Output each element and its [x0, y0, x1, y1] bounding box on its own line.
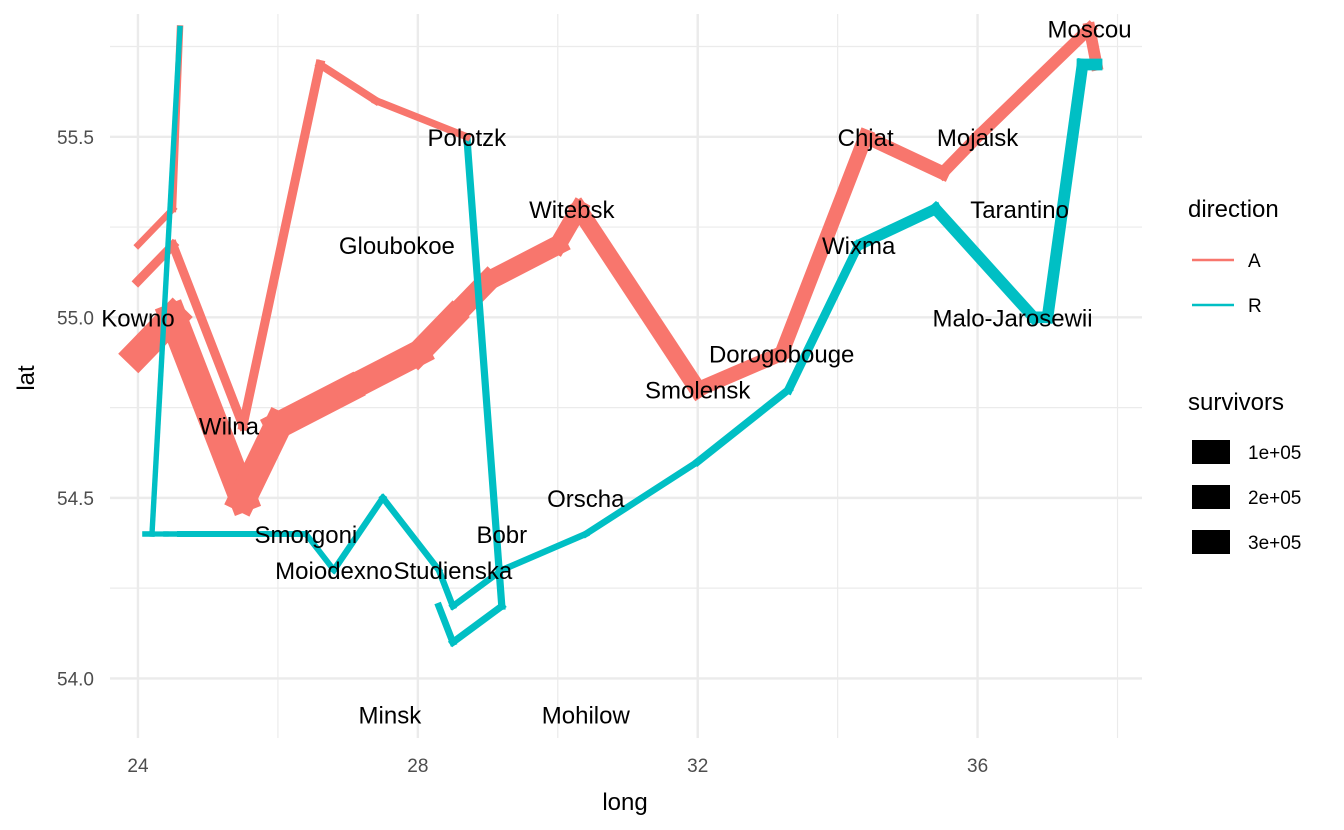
y-tick-label: 55.5: [57, 128, 94, 149]
x-axis-title: long: [602, 789, 647, 816]
path-segment: [314, 59, 382, 106]
path-segment: [782, 239, 865, 396]
path-segment: [856, 127, 952, 182]
city-label: Malo-Jarosewii: [933, 305, 1093, 332]
city-label: Polotzk: [427, 125, 507, 152]
path-segment: [371, 95, 472, 142]
path-segment: [1040, 57, 1090, 324]
path-segment: [301, 529, 338, 575]
legend-direction-title: direction: [1188, 196, 1279, 223]
army-paths: [118, 20, 1104, 648]
path-segment: [149, 25, 183, 537]
legend-survivors: survivors 1e+05 2e+05 3e+05: [1188, 389, 1301, 554]
x-tick-label: 28: [407, 756, 428, 777]
legend-size-label-2: 2e+05: [1248, 488, 1301, 509]
y-axis-title: lat: [13, 365, 40, 391]
path-segment: [154, 299, 262, 516]
city-label: Minsk: [359, 703, 423, 730]
path-segment: [237, 59, 326, 432]
legend-label-a: A: [1248, 251, 1261, 272]
path-segment: [434, 565, 457, 611]
city-label: Wilna: [199, 414, 260, 441]
legend-size-swatch-1: [1192, 440, 1230, 464]
city-label: Orscha: [547, 486, 625, 513]
legend-label-r: R: [1248, 296, 1262, 317]
city-label: Bobr: [476, 522, 527, 549]
path-segment: [462, 132, 506, 611]
city-label: Tarantino: [970, 197, 1069, 224]
city-label: Gloubokoe: [339, 233, 455, 260]
path-segment: [581, 457, 703, 539]
path-segment: [259, 371, 366, 444]
path-segment: [1082, 21, 1104, 72]
y-axis-tick-labels: 54.0 54.5 55.0 55.5: [57, 128, 94, 691]
path-segment: [329, 493, 388, 575]
city-label: Moiodexno: [275, 558, 392, 585]
path-segment: [448, 565, 507, 611]
path-segment: [934, 128, 986, 182]
path-segment: [474, 232, 571, 295]
city-label: Studienska: [393, 558, 512, 585]
path-segment: [969, 20, 1098, 146]
city-label: Mohilow: [542, 703, 631, 730]
x-axis-tick-labels: 24 28 32 36: [127, 756, 988, 777]
legend-size-swatch-2: [1192, 485, 1230, 509]
city-label: Mojaisk: [937, 125, 1019, 152]
city-label: Moscou: [1048, 16, 1132, 43]
path-segment: [330, 336, 435, 407]
path-segment: [378, 493, 444, 575]
path-segment: [434, 601, 458, 647]
x-tick-label: 24: [127, 756, 149, 777]
legend-survivors-title: survivors: [1188, 389, 1284, 416]
city-label: Witebsk: [529, 197, 615, 224]
y-tick-label: 54.0: [57, 669, 94, 690]
path-segment: [687, 343, 792, 400]
path-segment: [927, 200, 1042, 326]
legend-size-label-3: 3e+05: [1248, 533, 1301, 554]
city-label: Smorgoni: [255, 522, 358, 549]
path-segment: [567, 197, 710, 402]
city-label: Wixma: [822, 233, 896, 260]
legend-direction: direction A R: [1188, 196, 1279, 317]
y-tick-label: 55.0: [57, 308, 94, 329]
x-tick-label: 36: [967, 756, 988, 777]
path-segment: [851, 201, 943, 253]
path-segment: [497, 529, 590, 575]
path-segment: [167, 239, 249, 432]
y-tick-label: 54.5: [57, 489, 94, 510]
city-label: Dorogobouge: [709, 341, 854, 368]
city-label: Chjat: [838, 125, 894, 152]
city-label: Smolensk: [645, 378, 751, 405]
legend-size-swatch-3: [1192, 530, 1230, 554]
legend-size-label-1: 1e+05: [1248, 443, 1301, 464]
path-segment: [692, 384, 794, 468]
x-tick-label: 32: [687, 756, 708, 777]
path-segment: [447, 601, 507, 648]
path-segment: [772, 127, 875, 363]
city-labels: Kowno Wilna Smorgoni Moiodexno Gloubokoe Mins…: [101, 16, 1131, 729]
city-label: Kowno: [101, 305, 174, 332]
